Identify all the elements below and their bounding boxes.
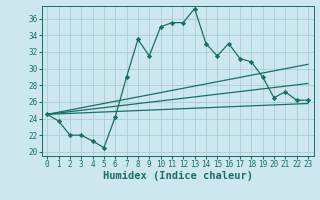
X-axis label: Humidex (Indice chaleur): Humidex (Indice chaleur) <box>103 171 252 181</box>
